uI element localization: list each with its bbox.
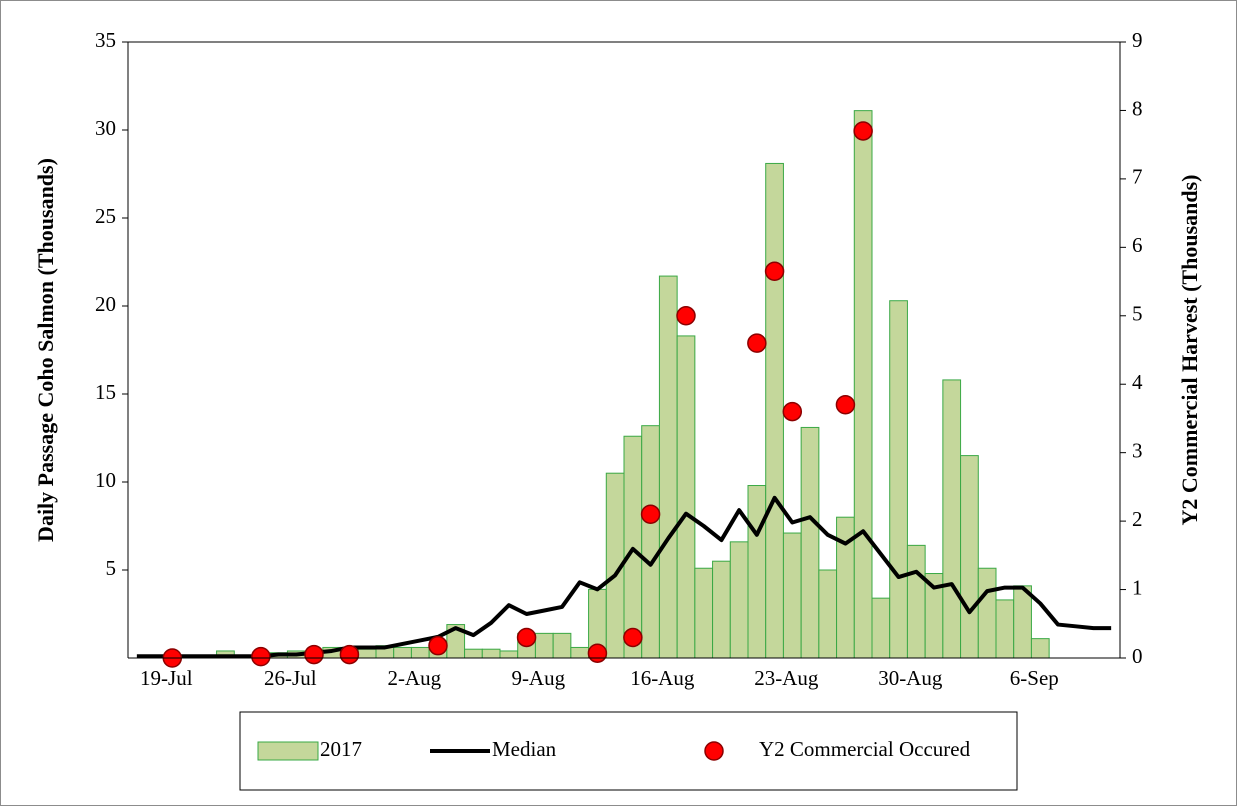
bar bbox=[410, 646, 430, 659]
bar bbox=[481, 648, 501, 659]
bar bbox=[1013, 585, 1032, 659]
point bbox=[428, 635, 448, 656]
x-tick-label: 19-Jul bbox=[140, 666, 193, 690]
point bbox=[764, 261, 785, 282]
point bbox=[516, 627, 537, 648]
point bbox=[587, 643, 608, 663]
y-tick-label: 35 bbox=[95, 28, 116, 52]
y2-tick-label: 7 bbox=[1132, 165, 1143, 189]
y2-tick-label: 6 bbox=[1132, 233, 1143, 257]
bar bbox=[782, 532, 802, 659]
y2-tick-label: 1 bbox=[1132, 575, 1143, 599]
y2-tick-label: 0 bbox=[1132, 644, 1143, 668]
bar bbox=[871, 597, 891, 659]
bar bbox=[889, 300, 908, 659]
bar bbox=[853, 110, 873, 659]
point bbox=[304, 644, 324, 665]
y2-tick-label: 3 bbox=[1132, 438, 1143, 462]
x-tick-label: 26-Jul bbox=[264, 666, 317, 690]
point bbox=[782, 401, 803, 422]
point bbox=[251, 646, 271, 667]
point bbox=[623, 627, 643, 648]
bar bbox=[942, 379, 962, 659]
bar bbox=[977, 567, 997, 659]
y2-tick-label: 4 bbox=[1132, 370, 1143, 394]
legend-label: 2017 bbox=[320, 737, 362, 761]
y-tick-label: 5 bbox=[106, 556, 117, 580]
legend-label: Median bbox=[492, 737, 557, 761]
bar bbox=[534, 632, 554, 659]
x-tick-label: 6-Sep bbox=[1010, 666, 1059, 690]
y-tick-label: 15 bbox=[95, 380, 116, 404]
legend-swatch bbox=[704, 741, 724, 761]
point bbox=[676, 306, 696, 326]
bar bbox=[906, 544, 926, 659]
bar bbox=[357, 648, 377, 659]
x-tick-label: 2-Aug bbox=[387, 666, 441, 690]
y2-tick-label: 2 bbox=[1132, 507, 1143, 531]
point bbox=[640, 504, 661, 525]
line bbox=[136, 495, 1112, 659]
y2-tick-label: 5 bbox=[1132, 302, 1143, 326]
bar bbox=[552, 632, 572, 659]
bar bbox=[800, 426, 820, 659]
bar bbox=[765, 162, 784, 659]
y2-tick-label: 9 bbox=[1132, 28, 1143, 52]
y-tick-label: 10 bbox=[95, 468, 116, 492]
bar bbox=[960, 455, 979, 659]
point bbox=[339, 644, 360, 665]
bar bbox=[676, 335, 696, 659]
bar bbox=[729, 541, 749, 659]
bar bbox=[570, 646, 590, 659]
x-tick-label: 30-Aug bbox=[878, 666, 943, 690]
bar bbox=[393, 646, 412, 659]
legend-label: Y2 Commercial Occured bbox=[759, 737, 971, 761]
bar bbox=[995, 599, 1015, 659]
y-tick-label: 25 bbox=[95, 204, 116, 228]
legend-swatch bbox=[257, 741, 319, 761]
y-tick-label: 20 bbox=[95, 292, 116, 316]
y2-tick-label: 8 bbox=[1132, 96, 1143, 120]
legend-box bbox=[239, 711, 1018, 791]
bar bbox=[694, 567, 714, 659]
bar bbox=[1030, 638, 1050, 659]
y2-axis-title: Y2 Commercial Harvest (Thousands) bbox=[1177, 175, 1202, 526]
bar bbox=[464, 648, 483, 659]
point bbox=[853, 121, 873, 141]
x-tick-label: 9-Aug bbox=[511, 666, 565, 690]
bar bbox=[641, 425, 660, 659]
bar bbox=[712, 560, 731, 659]
point bbox=[747, 333, 767, 353]
bar bbox=[747, 485, 767, 659]
bar bbox=[658, 275, 678, 659]
point bbox=[835, 395, 856, 415]
bar bbox=[818, 569, 838, 659]
y-tick-label: 30 bbox=[95, 116, 116, 140]
x-tick-label: 16-Aug bbox=[630, 666, 695, 690]
x-tick-label: 23-Aug bbox=[754, 666, 819, 690]
y-axis-title: Daily Passage Coho Salmon (Thousands) bbox=[33, 158, 58, 542]
bar bbox=[499, 650, 519, 659]
